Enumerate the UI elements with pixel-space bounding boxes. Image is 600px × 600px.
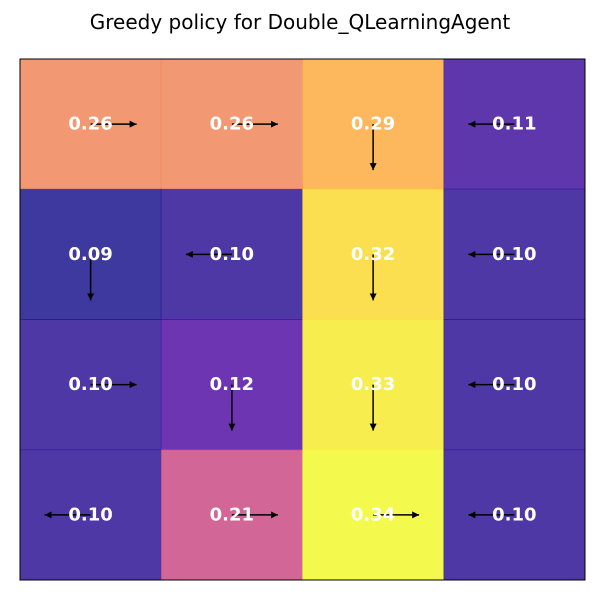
value-label-r2-c1: 0.12 [210, 374, 254, 395]
value-label-r3-c1: 0.21 [210, 504, 254, 525]
value-label-r1-c2: 0.32 [351, 244, 395, 265]
arrows-layer [44, 120, 515, 519]
labels-layer: 0.26 0.26 0.29 0.11 0.09 0.10 0.32 0.10 0.10 0.12… [68, 114, 536, 526]
value-label-r3-c3: 0.10 [492, 504, 536, 525]
value-label-r2-c2: 0.33 [351, 374, 395, 395]
value-label-r2-c3: 0.10 [492, 374, 536, 395]
value-label-r0-c2: 0.29 [351, 114, 395, 135]
value-label-r0-c3: 0.11 [492, 114, 536, 135]
value-label-r0-c1: 0.26 [210, 114, 254, 135]
value-label-r3-c2: 0.34 [351, 504, 395, 525]
value-label-r2-c0: 0.10 [68, 374, 112, 395]
value-label-r1-c3: 0.10 [492, 244, 536, 265]
value-label-r1-c0: 0.09 [68, 244, 112, 265]
chart-title: Greedy policy for Double_QLearningAgent [89, 10, 511, 34]
value-label-r1-c1: 0.10 [210, 244, 254, 265]
plot-frame [19, 58, 586, 581]
value-label-r3-c0: 0.10 [68, 504, 112, 525]
value-label-r0-c0: 0.26 [68, 114, 112, 135]
cells-layer [19, 58, 586, 581]
